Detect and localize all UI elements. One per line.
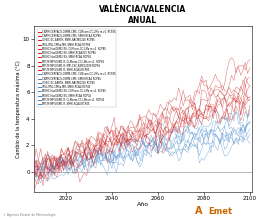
Text: Emet: Emet — [208, 207, 232, 216]
Legend: CNRM-CERFACS-CNRM-CM5, CLMcom-CC-LMa re v1  RCP85, CNRM-CERFACS-CNRM-CM5, SMHI-R: CNRM-CERFACS-CNRM-CM5, CLMcom-CC-LMa re … — [37, 29, 116, 107]
Title: VALÈNCIA/VALENCIA
ANUAL: VALÈNCIA/VALENCIA ANUAL — [99, 5, 187, 25]
Y-axis label: Cambio de la temperatura máxima (°C): Cambio de la temperatura máxima (°C) — [16, 60, 21, 158]
Text: © Agencia Estatal de Meteorología: © Agencia Estatal de Meteorología — [3, 213, 55, 217]
Text: A: A — [195, 206, 203, 216]
X-axis label: Año: Año — [137, 202, 149, 207]
